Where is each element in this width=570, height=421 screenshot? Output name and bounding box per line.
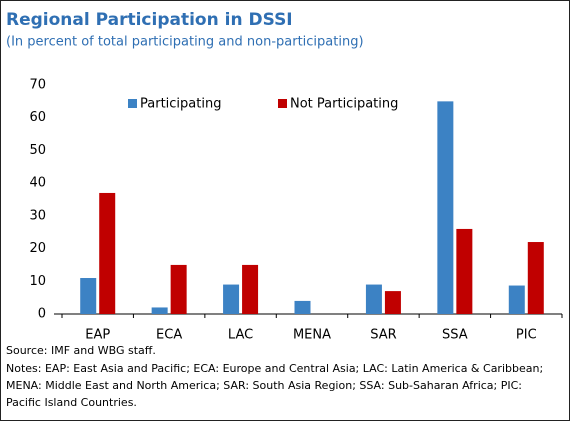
x-tick-label: PIC bbox=[516, 328, 537, 343]
legend-swatch bbox=[128, 99, 137, 108]
note: MENA: Middle East and North America; SAR… bbox=[6, 379, 522, 392]
y-tick-label: 0 bbox=[38, 307, 46, 322]
x-tick-label: LAC bbox=[228, 328, 253, 343]
bar bbox=[527, 242, 544, 314]
bar bbox=[456, 228, 473, 314]
bar bbox=[80, 278, 97, 314]
bar bbox=[99, 192, 116, 314]
note: Pacific Island Countries. bbox=[6, 396, 137, 409]
bar bbox=[223, 284, 240, 314]
y-tick-label: 40 bbox=[29, 176, 46, 191]
legend-label: Not Participating bbox=[290, 97, 398, 112]
bar bbox=[151, 307, 168, 314]
y-tick-label: 10 bbox=[29, 274, 46, 289]
x-tick-label: SSA bbox=[442, 328, 468, 343]
chart-subtitle: (In percent of total participating and n… bbox=[6, 35, 364, 50]
y-tick-label: 20 bbox=[29, 241, 46, 256]
chart-title: Regional Participation in DSSI bbox=[6, 10, 293, 30]
bar bbox=[242, 264, 259, 314]
y-tick-label: 70 bbox=[29, 78, 46, 93]
legend-label: Participating bbox=[140, 97, 221, 112]
source: Source: IMF and WBG staff. bbox=[6, 344, 156, 357]
bar bbox=[170, 264, 187, 314]
y-tick-label: 60 bbox=[29, 110, 46, 125]
note: Notes: EAP: East Asia and Pacific; ECA: … bbox=[6, 362, 543, 375]
bar bbox=[508, 285, 525, 314]
legend-swatch bbox=[278, 99, 287, 108]
x-tick-label: EAP bbox=[85, 328, 110, 343]
bar bbox=[294, 300, 311, 314]
bar bbox=[437, 101, 454, 314]
y-tick-label: 30 bbox=[29, 208, 46, 223]
x-tick-label: MENA bbox=[293, 328, 331, 343]
x-tick-label: ECA bbox=[156, 328, 182, 343]
x-tick-label: SAR bbox=[370, 328, 396, 343]
y-tick-label: 50 bbox=[29, 143, 46, 158]
bar bbox=[384, 291, 401, 314]
bar bbox=[365, 284, 382, 314]
